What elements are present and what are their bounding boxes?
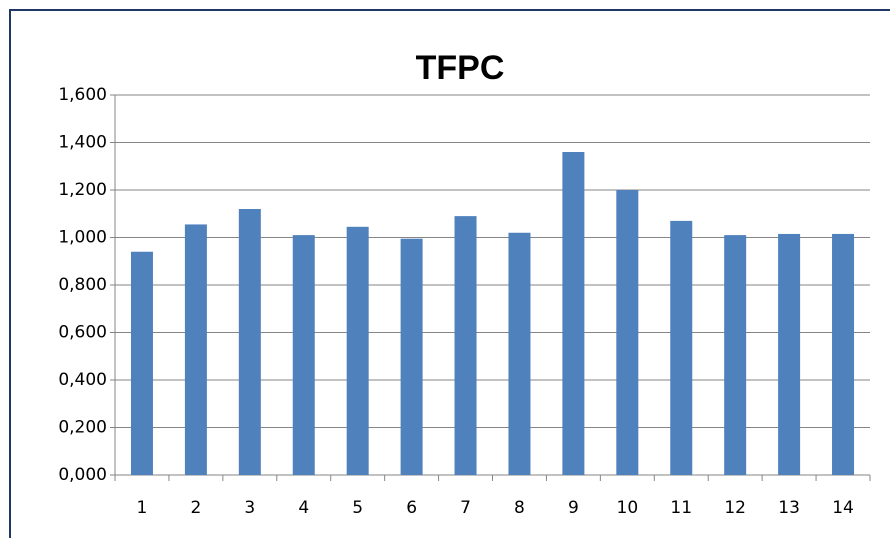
bar xyxy=(832,233,855,475)
bar xyxy=(238,209,261,475)
bar xyxy=(616,190,639,475)
x-tick-label: 4 xyxy=(298,498,309,518)
x-tick-label: 12 xyxy=(724,498,746,518)
y-tick-label: 1,000 xyxy=(58,228,107,248)
x-tick-label: 5 xyxy=(352,498,363,518)
bar xyxy=(724,235,747,475)
x-tick-label: 2 xyxy=(190,498,201,518)
bar xyxy=(130,251,153,475)
x-tick-label: 1 xyxy=(137,498,148,518)
x-tick-label: 8 xyxy=(514,498,525,518)
x-tick-label: 11 xyxy=(670,498,692,518)
x-tick-label: 3 xyxy=(244,498,255,518)
x-tick-label: 14 xyxy=(832,498,854,518)
bar xyxy=(400,238,423,475)
bar xyxy=(508,232,531,475)
y-tick-label: 0,400 xyxy=(58,370,107,390)
bar xyxy=(292,235,315,475)
x-tick-label: 9 xyxy=(568,498,579,518)
bar xyxy=(454,216,477,475)
y-tick-label: 1,200 xyxy=(58,180,107,200)
x-tick-label: 7 xyxy=(460,498,471,518)
x-tick-label: 10 xyxy=(617,498,639,518)
y-tick-label: 0,600 xyxy=(58,323,107,343)
bar xyxy=(184,224,207,475)
bar xyxy=(562,152,585,475)
chart-title: TFPC xyxy=(416,49,505,87)
bar xyxy=(670,220,693,475)
x-tick-label: 13 xyxy=(778,498,800,518)
bar xyxy=(778,233,801,475)
chart-frame xyxy=(9,9,890,538)
y-tick-label: 0,800 xyxy=(58,275,107,295)
y-tick-label: 1,400 xyxy=(58,133,107,153)
y-tick-label: 0,000 xyxy=(58,465,107,485)
bar xyxy=(346,226,369,475)
y-tick-label: 0,200 xyxy=(58,418,107,438)
x-tick-label: 6 xyxy=(406,498,417,518)
y-tick-label: 1,600 xyxy=(58,85,107,105)
